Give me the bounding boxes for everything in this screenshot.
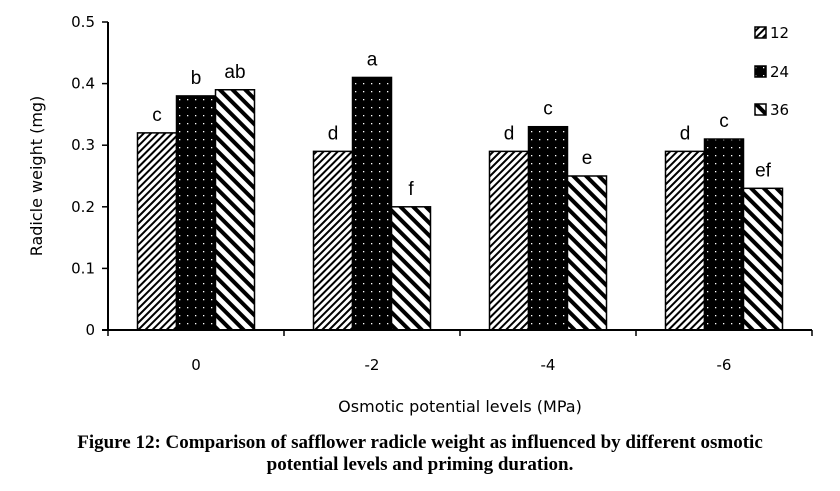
figure-caption: Figure 12: Comparison of safflower radic… [0, 432, 840, 476]
y-ticks: 0 0.1 0.2 0.3 0.4 0.5 [71, 13, 108, 339]
legend-item-24: 24 [754, 63, 789, 81]
x-ticks: 0 -2 -4 -6 [107, 330, 813, 374]
significance-label: e [582, 148, 593, 169]
legend-swatch [754, 65, 767, 78]
x-axis-title: Osmotic potential levels (MPa) [338, 397, 582, 416]
bar-12-0 [136, 132, 178, 331]
significance-label: f [408, 179, 414, 200]
y-tick-label: 0.1 [71, 259, 95, 277]
y-tick-label: 0 [85, 321, 95, 339]
x-tick-label: -2 [365, 356, 380, 374]
significance-label: c [543, 99, 553, 120]
bar-36--4 [566, 175, 608, 331]
legend-item-36: 36 [754, 101, 789, 119]
significance-label: ef [755, 160, 772, 181]
bar-24--6 [703, 138, 745, 331]
legend-swatch [754, 26, 767, 39]
x-tick-label: 0 [191, 356, 201, 374]
bar-12--6 [664, 150, 706, 331]
y-tick-label: 0.2 [71, 198, 95, 216]
significance-label: d [680, 123, 691, 144]
bar-36--6 [742, 187, 784, 331]
bar-36--2 [390, 206, 432, 331]
legend-swatch [754, 103, 767, 116]
caption-line-1: Figure 12: Comparison of safflower radic… [77, 432, 763, 453]
bar-12--2 [312, 150, 354, 331]
legend-item-12: 12 [754, 24, 789, 42]
axes-layer [102, 22, 812, 331]
y-tick-label: 0.4 [71, 75, 95, 93]
significance-label: ab [224, 62, 245, 83]
significance-label: d [504, 123, 515, 144]
bar-12--4 [488, 150, 530, 331]
legend-label: 36 [770, 101, 789, 119]
significance-label: b [191, 68, 202, 89]
x-tick-label: -4 [541, 356, 556, 374]
y-axis-title: Radicle weight (mg) [27, 96, 46, 257]
bars-layer: c d d d b a c c ab f e ef [136, 49, 784, 331]
significance-label: c [152, 105, 162, 126]
y-tick-label: 0.5 [71, 13, 95, 31]
bar-24--4 [527, 125, 569, 331]
significance-label: a [367, 49, 378, 70]
x-tick-label: -6 [717, 356, 732, 374]
bar-24-0 [175, 95, 217, 331]
legend: 12 24 36 [754, 24, 789, 119]
y-tick-label: 0.3 [71, 136, 95, 154]
significance-label: d [328, 123, 339, 144]
significance-label: c [719, 111, 729, 132]
bar-24--2 [351, 76, 393, 331]
bar-36-0 [214, 89, 256, 331]
caption-line-2: potential levels and priming duration. [266, 454, 574, 475]
legend-label: 12 [770, 24, 789, 42]
legend-label: 24 [770, 63, 789, 81]
